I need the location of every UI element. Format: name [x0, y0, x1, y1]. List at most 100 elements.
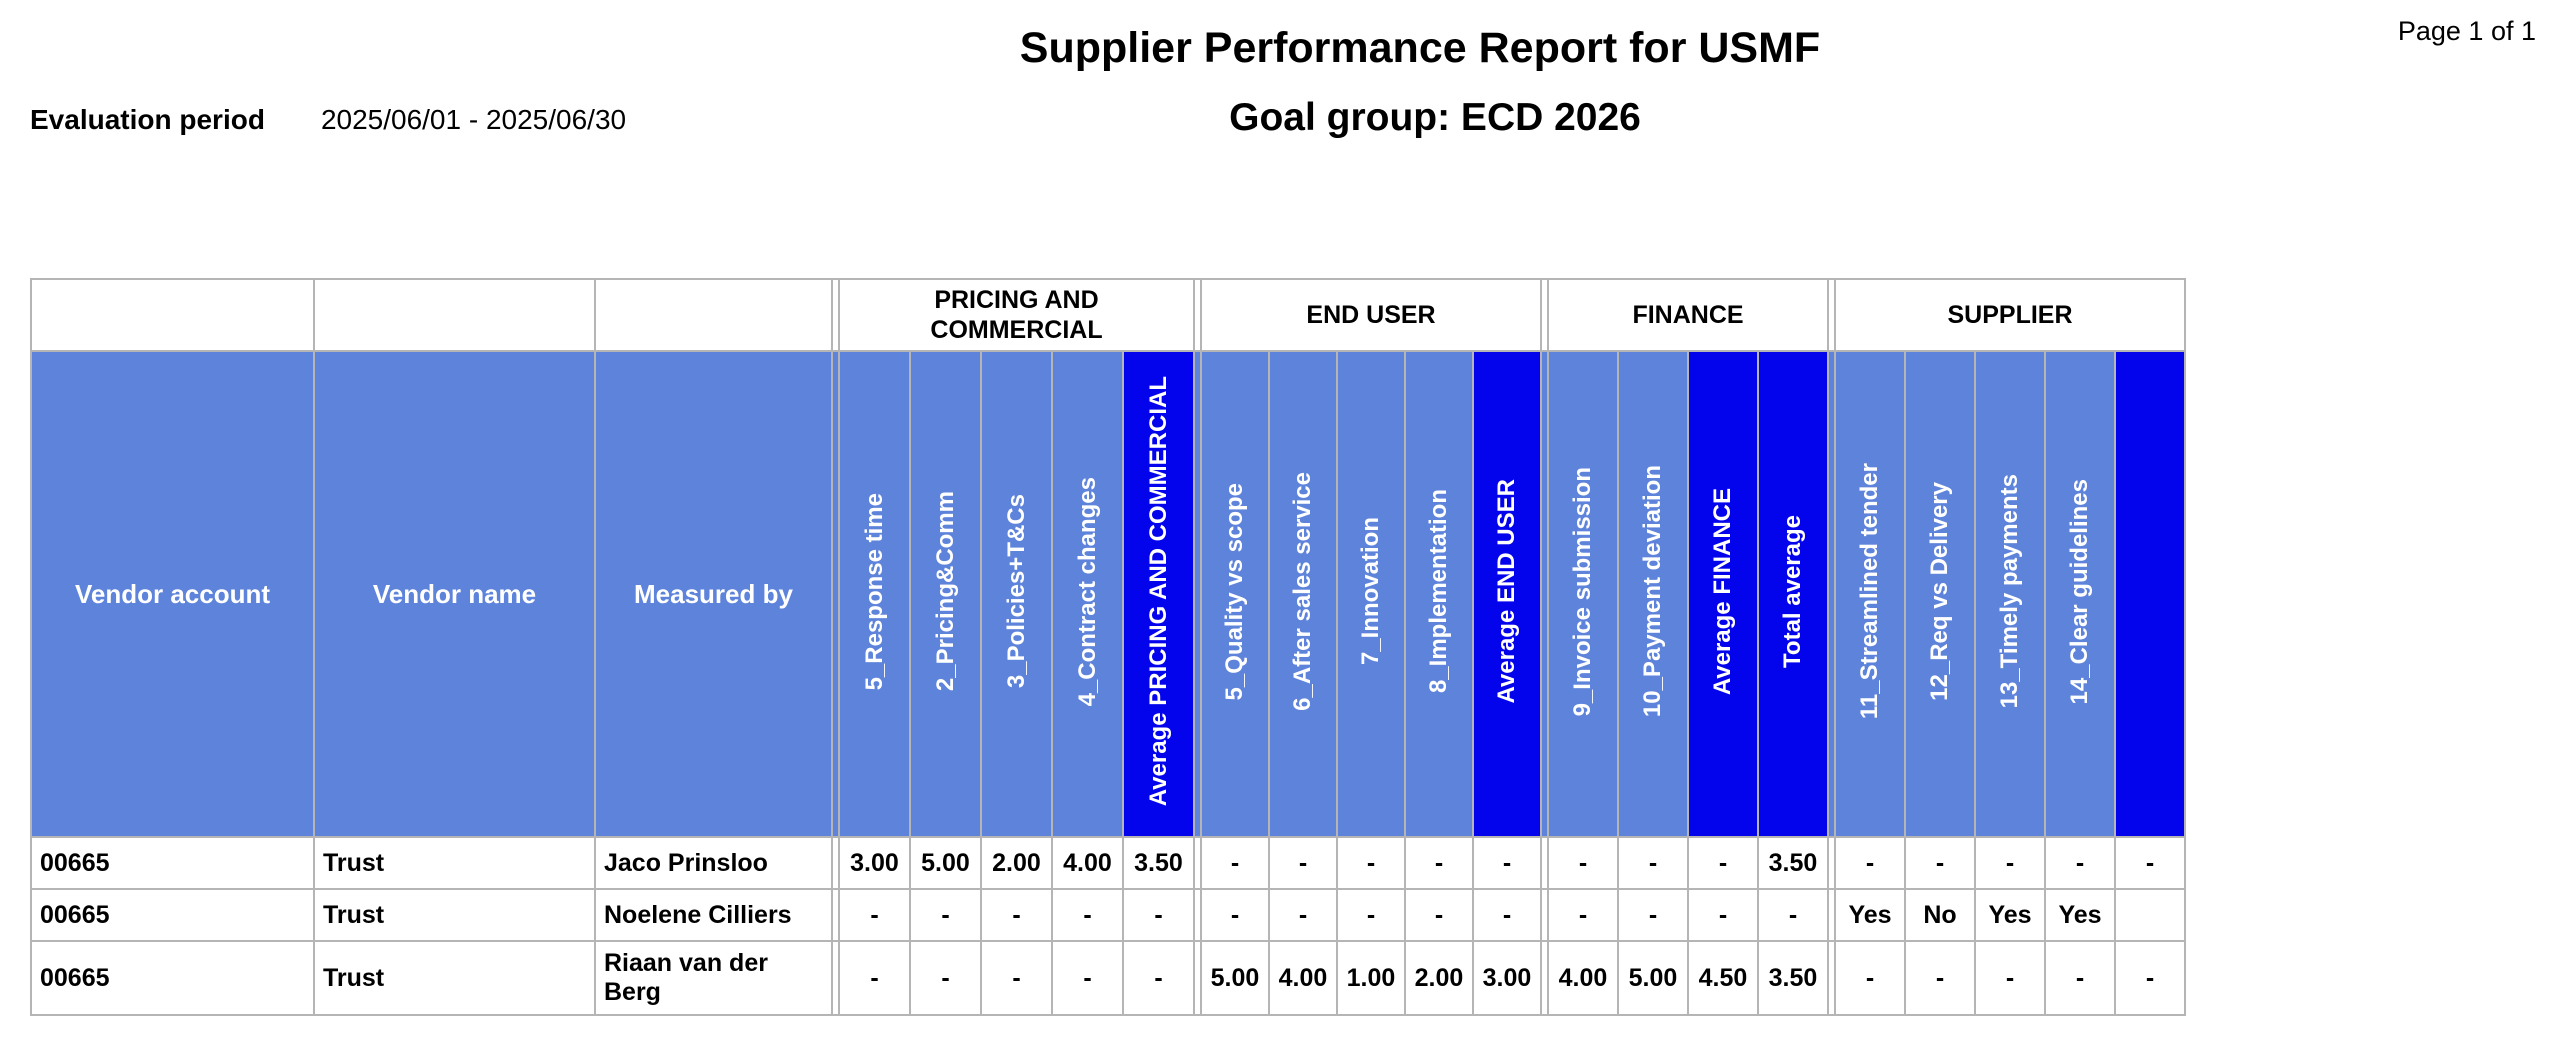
group-separator: [831, 278, 840, 352]
metric-value-cell: -: [1200, 836, 1270, 890]
column-header-3-policies-t-cs: 3_Policies+T&Cs: [980, 350, 1053, 838]
evaluation-period-row: Evaluation period 2025/06/01 - 2025/06/3…: [30, 104, 626, 136]
metric-value-cell: 3.50: [1757, 836, 1829, 890]
column-header-10-payment-deviation: 10_Payment deviation: [1617, 350, 1689, 838]
metric-value-cell: -: [1336, 888, 1406, 942]
measured-by-cell: Jaco Prinsloo: [594, 836, 833, 890]
metric-value-cell: -: [1757, 888, 1829, 942]
metric-value-cell: -: [2114, 940, 2186, 1016]
metric-value-cell: 3.00: [1472, 940, 1542, 1016]
metric-value-cell: 4.00: [1268, 940, 1338, 1016]
vendor-account-cell: 00665: [30, 836, 315, 890]
metric-value-cell: 5.00: [1200, 940, 1270, 1016]
group-separator: [1827, 836, 1836, 890]
column-header-measured-by: Measured by: [594, 350, 833, 838]
column-header-2-pricing-comm: 2_Pricing&Comm: [909, 350, 982, 838]
evaluation-period-label: Evaluation period: [30, 104, 265, 135]
page-number: Page 1 of 1: [2397, 16, 2536, 46]
rotated-column-label: 10_Payment deviation: [1639, 465, 1666, 718]
group-separator: [1540, 836, 1549, 890]
table-body: 00665 Trust Jaco Prinsloo 3.00 5.00 2.00 4.00 3…: [30, 836, 2186, 1016]
metric-value-cell: -: [1122, 888, 1195, 942]
group-separator: [1193, 940, 1202, 1016]
goal-group-heading: Goal group: ECD 2026: [1229, 96, 1641, 139]
group-separator: [1540, 940, 1549, 1016]
group-separator: [831, 350, 840, 838]
metric-value-cell: -: [2114, 836, 2186, 890]
vendor-name-cell: Trust: [313, 888, 596, 942]
metric-value-cell: -: [1834, 940, 1906, 1016]
vendor-name-cell: Trust: [313, 940, 596, 1016]
rotated-column-label: 2_Pricing&Comm: [931, 491, 959, 692]
group-header-row: PRICING AND COMMERCIAL END USER FINANCE SUP…: [30, 278, 2186, 352]
metric-value-cell: -: [1268, 836, 1338, 890]
column-header-total-average: Total average: [1757, 350, 1829, 838]
metric-value-cell: Yes: [1974, 888, 2046, 942]
metric-value-cell: -: [1617, 888, 1689, 942]
rotated-column-label: 8_Implementation: [1425, 489, 1452, 694]
table-head: PRICING AND COMMERCIAL END USER FINANCE SUP…: [30, 278, 2186, 838]
metric-value-cell: -: [980, 940, 1053, 1016]
table-row: 00665 Trust Noelene Cilliers - - - - - - - - - - - - - -…: [30, 888, 2186, 942]
metric-value-cell: 5.00: [1617, 940, 1689, 1016]
metric-value-cell: 3.00: [838, 836, 911, 890]
metric-value-cell: -: [838, 940, 911, 1016]
metric-value-cell: -: [1547, 836, 1619, 890]
evaluation-period-value: 2025/06/01 - 2025/06/30: [320, 104, 627, 135]
group-separator: [1193, 836, 1202, 890]
group-header-pricing-and-commercial: PRICING AND COMMERCIAL: [838, 278, 1195, 352]
rotated-column-label: 4_Contract changes: [1073, 476, 1101, 707]
group-separator: [831, 940, 840, 1016]
column-header-blank: [2114, 350, 2186, 838]
group-header-finance: FINANCE: [1547, 278, 1829, 352]
column-header-vendor-account: Vendor account: [30, 350, 315, 838]
metric-value-cell: -: [2044, 940, 2116, 1016]
rotated-column-label: 12_Req vs Delivery: [1926, 482, 1953, 701]
group-separator: [831, 836, 840, 890]
metric-value-cell: -: [1051, 888, 1124, 942]
column-header-9-invoice-submission: 9_Invoice submission: [1547, 350, 1619, 838]
column-header-12-req-vs-delivery: 12_Req vs Delivery: [1904, 350, 1976, 838]
rotated-column-label: 5_Quality vs scope: [1221, 482, 1248, 701]
table-row: 00665 Trust Jaco Prinsloo 3.00 5.00 2.00 4.00 3…: [30, 836, 2186, 890]
column-header-7-innovation: 7_Innovation: [1336, 350, 1406, 838]
column-header-vendor-name: Vendor name: [313, 350, 596, 838]
metric-value-cell: -: [1404, 836, 1474, 890]
metric-value-cell: -: [980, 888, 1053, 942]
metric-value-cell: -: [1336, 836, 1406, 890]
metric-value-cell: -: [1687, 888, 1759, 942]
metric-value-cell: -: [1122, 940, 1195, 1016]
metric-value-cell: -: [2044, 836, 2116, 890]
rotated-column-label: 6_After sales service: [1289, 472, 1316, 711]
column-header-5-quality-vs-scope: 5_Quality vs scope: [1200, 350, 1270, 838]
rotated-column-label: Total average: [1779, 515, 1806, 668]
column-header-average-end-user: Average END USER: [1472, 350, 1542, 838]
metric-value-cell: 2.00: [980, 836, 1053, 890]
metric-value-cell: 1.00: [1336, 940, 1406, 1016]
metric-value-cell: Yes: [2044, 888, 2116, 942]
metric-value-cell: -: [1974, 836, 2046, 890]
metric-value-cell: -: [1547, 888, 1619, 942]
measured-by-cell: Noelene Cilliers: [594, 888, 833, 942]
group-separator: [1193, 278, 1202, 352]
group-separator: [1827, 888, 1836, 942]
group-header-empty-cell: [594, 278, 833, 352]
metric-value-cell: -: [1617, 836, 1689, 890]
metric-value-cell: -: [1472, 888, 1542, 942]
rotated-column-label: 5_Response time: [860, 492, 888, 691]
group-separator: [1827, 940, 1836, 1016]
metric-value-cell: 5.00: [909, 836, 982, 890]
vendor-account-cell: 00665: [30, 940, 315, 1016]
column-header-average-pricing-and-commercial: Average PRICING AND COMMERCIAL: [1122, 350, 1195, 838]
metric-value-cell: 2.00: [1404, 940, 1474, 1016]
column-header-6-after-sales-service: 6_After sales service: [1268, 350, 1338, 838]
group-header-end-user: END USER: [1200, 278, 1542, 352]
metric-value-cell: -: [1200, 888, 1270, 942]
group-header-supplier: SUPPLIER: [1834, 278, 2186, 352]
column-header-8-implementation: 8_Implementation: [1404, 350, 1474, 838]
rotated-column-label: Average END USER: [1493, 479, 1520, 704]
group-separator: [1540, 278, 1549, 352]
rotated-column-label: Average FINANCE: [1709, 487, 1736, 696]
rotated-column-label: 3_Policies+T&Cs: [1002, 494, 1030, 689]
metric-value-cell: -: [1687, 836, 1759, 890]
